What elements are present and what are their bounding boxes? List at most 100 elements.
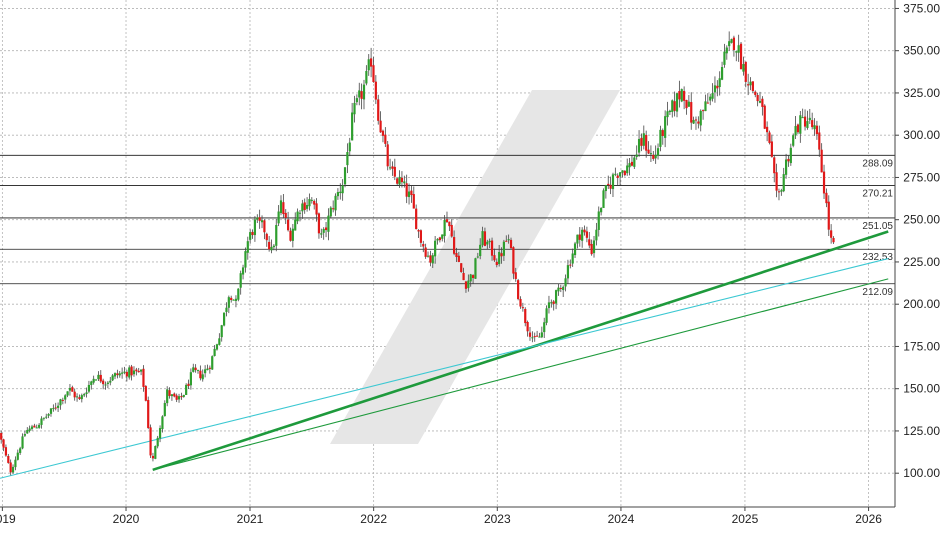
candle-down (422, 244, 425, 247)
candle-down (509, 239, 513, 249)
candle-up (566, 265, 570, 279)
candle-down (747, 84, 750, 86)
candle-down (583, 229, 586, 233)
candle-up (213, 348, 216, 357)
candle-down (500, 253, 503, 257)
candle-up (692, 119, 695, 124)
candle-up (201, 374, 204, 380)
candle-up (343, 167, 347, 185)
candle-up (301, 203, 304, 212)
candle-down (640, 137, 643, 146)
candle-up (794, 126, 797, 136)
candle-down (424, 247, 427, 257)
candle-down (825, 192, 828, 204)
candle-up (106, 382, 109, 384)
candle-up (806, 121, 809, 128)
candle-up (341, 185, 344, 194)
y-tick-label: 125.00 (903, 424, 940, 438)
candle-down (803, 116, 807, 127)
candle-down (690, 102, 693, 123)
candle-down (391, 166, 394, 169)
candle-down (0, 432, 3, 440)
candle-up (109, 380, 112, 383)
candle-up (789, 147, 792, 164)
candle-up (206, 368, 209, 371)
candle-up (279, 200, 283, 214)
candle-down (569, 264, 572, 266)
candle-down (526, 322, 529, 332)
candle-up (182, 394, 185, 397)
candle-down (268, 241, 271, 250)
candle-up (346, 152, 349, 166)
candle-up (600, 208, 603, 213)
candle-up (227, 297, 230, 308)
candle-up (573, 243, 577, 256)
level-label: 212.09 (862, 287, 893, 298)
candle-up (128, 367, 131, 378)
candle-down (483, 231, 487, 246)
candle-down (315, 203, 318, 215)
candle-down (652, 154, 655, 159)
level-label-bg (858, 218, 894, 231)
candle-up (725, 47, 728, 54)
candle-up (407, 191, 411, 198)
candle-up (656, 148, 660, 156)
candle-up (664, 116, 667, 138)
y-tick-label: 250.00 (903, 213, 940, 227)
candle-up (339, 191, 342, 194)
candle-up (813, 125, 816, 130)
candle-up (434, 240, 437, 257)
candle-down (493, 255, 496, 261)
x-tick-label: 2020 (113, 512, 140, 526)
candle-up (540, 332, 543, 338)
candle-down (61, 399, 64, 401)
candle-down (429, 255, 432, 263)
candle-down (457, 255, 460, 262)
candle-down (410, 190, 413, 196)
candle-up (481, 231, 484, 246)
candle-down (775, 172, 778, 191)
trendline (0, 258, 889, 479)
candle-up (498, 251, 501, 265)
candle-up (602, 190, 605, 209)
candle-up (398, 176, 401, 185)
candle-up (635, 154, 638, 157)
candle-down (796, 124, 800, 133)
candle-up (351, 112, 354, 141)
candle-down (7, 455, 10, 463)
candle-up (85, 392, 88, 394)
candle-down (448, 221, 451, 227)
candle-down (460, 263, 463, 273)
candle-down (521, 307, 524, 309)
candle-down (379, 120, 382, 133)
candle-up (92, 378, 95, 383)
candle-up (75, 396, 79, 398)
candle-up (801, 117, 804, 119)
candle-up (581, 229, 584, 241)
candle-up (234, 298, 238, 301)
candle-down (827, 201, 830, 230)
y-tick-label: 375.00 (903, 1, 940, 15)
candle-up (637, 138, 641, 153)
candle-up (675, 93, 679, 112)
candle-up (30, 426, 34, 429)
candle-down (471, 275, 475, 279)
candle-down (590, 243, 593, 255)
candle-up (83, 394, 86, 396)
candle-up (42, 417, 45, 419)
candle-up (47, 414, 50, 416)
candle-up (296, 211, 299, 222)
candle-up (232, 299, 235, 301)
candle-down (536, 335, 539, 337)
y-tick-label: 300.00 (903, 128, 940, 142)
candle-up (545, 308, 548, 323)
candle-up (246, 241, 249, 253)
candle-down (4, 447, 8, 456)
candle-down (99, 374, 102, 382)
candle-down (194, 367, 197, 371)
x-tick-label: 2022 (360, 512, 387, 526)
candle-down (647, 149, 650, 154)
candle-down (514, 272, 517, 279)
candle-down (770, 141, 773, 157)
candle-down (455, 253, 458, 258)
